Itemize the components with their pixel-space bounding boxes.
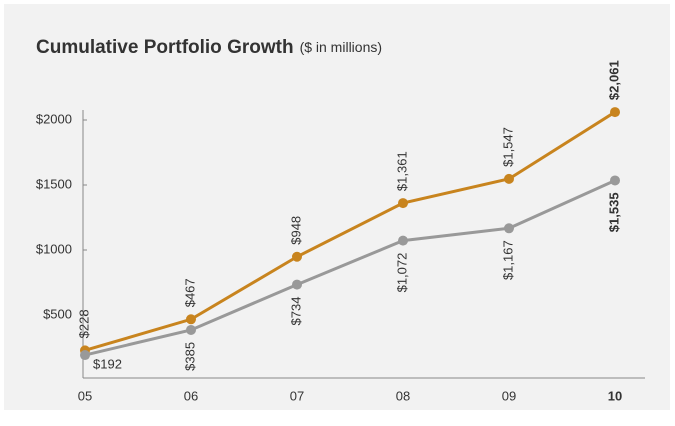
y-tick-label: $500	[43, 306, 72, 321]
data-point	[504, 173, 514, 184]
data-label: $467	[182, 278, 197, 307]
data-point	[80, 350, 90, 361]
data-label: $1,167	[500, 240, 515, 280]
y-tick-label: $1500	[36, 176, 72, 191]
data-label: $948	[288, 216, 303, 245]
data-label: $1,072	[394, 253, 409, 293]
data-point	[398, 198, 408, 209]
title: Cumulative Portfolio Growth	[36, 37, 294, 58]
x-tick-label: 08	[396, 388, 410, 403]
x-tick-label: 10	[608, 388, 622, 403]
chart-title: Cumulative Portfolio Growth ($ in million…	[36, 37, 382, 58]
data-point	[504, 223, 514, 234]
x-tick-label: 05	[78, 388, 92, 403]
data-label: $192	[93, 356, 122, 371]
data-point	[610, 107, 620, 118]
data-label: $734	[288, 297, 303, 326]
data-label: $1,535	[606, 192, 621, 232]
data-point	[292, 279, 302, 290]
y-tick-label: $2000	[36, 111, 72, 126]
x-tick-label: 06	[184, 388, 198, 403]
data-label: $1,547	[500, 127, 515, 167]
data-point	[186, 324, 196, 335]
data-point	[186, 314, 196, 325]
data-label: $1,361	[394, 151, 409, 191]
subtitle: ($ in millions)	[300, 39, 382, 55]
data-point	[398, 235, 408, 246]
data-label: $228	[76, 309, 91, 338]
data-point	[610, 175, 620, 186]
x-tick-label: 09	[502, 388, 516, 403]
series-line	[84, 110, 616, 352]
data-label: $385	[182, 342, 197, 371]
data-point	[292, 251, 302, 262]
y-tick-label: $1000	[36, 241, 72, 256]
x-tick-label: 07	[290, 388, 304, 403]
series-line	[84, 179, 616, 357]
data-label: $2,061	[606, 60, 621, 100]
